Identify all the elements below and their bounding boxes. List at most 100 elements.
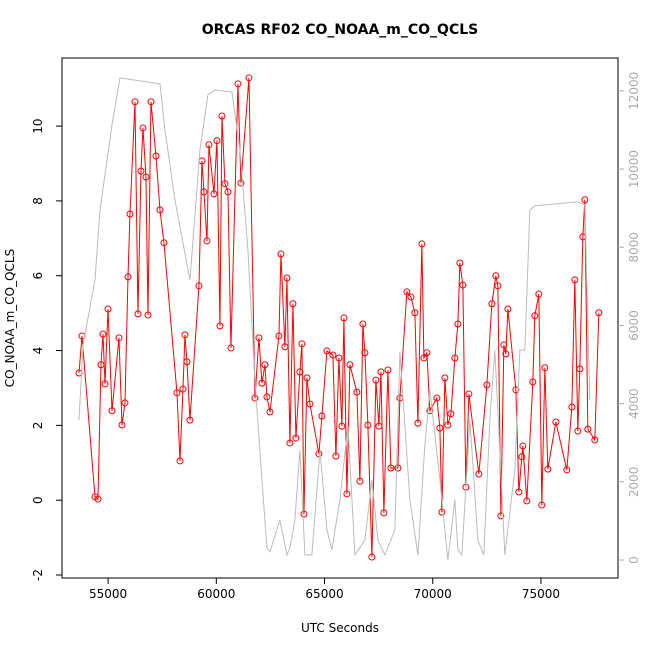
point <box>266 408 274 416</box>
point <box>488 300 496 308</box>
point <box>364 421 372 429</box>
point <box>131 98 139 106</box>
point <box>258 379 266 387</box>
point <box>581 196 589 204</box>
point <box>380 509 388 517</box>
point <box>465 390 473 398</box>
point <box>433 394 441 402</box>
point <box>139 124 147 132</box>
point <box>144 311 152 319</box>
series-line <box>78 77 600 558</box>
point <box>595 309 603 317</box>
point <box>483 381 491 389</box>
point <box>492 272 500 280</box>
point <box>353 388 361 396</box>
point <box>574 427 582 435</box>
point <box>552 418 560 426</box>
y2-tick-label: 2000 <box>627 467 641 498</box>
point <box>160 239 168 247</box>
y-tick-label: 0 <box>31 496 45 504</box>
y2-tick-label: 6000 <box>627 310 641 341</box>
series-line <box>78 77 591 561</box>
point <box>447 410 455 418</box>
point <box>500 341 508 349</box>
point <box>515 488 523 496</box>
point <box>221 180 229 188</box>
x-tick-label: 70000 <box>414 587 452 601</box>
point <box>519 442 527 450</box>
x-axis-label: UTC Seconds <box>301 621 379 635</box>
point <box>420 354 428 362</box>
point <box>124 273 132 281</box>
point <box>563 466 571 474</box>
point <box>147 98 155 106</box>
point <box>306 400 314 408</box>
point <box>541 364 549 372</box>
point <box>298 340 306 348</box>
point <box>438 508 446 516</box>
point <box>531 312 539 320</box>
point <box>300 510 308 518</box>
y2-tick-label: 10000 <box>627 150 641 188</box>
point <box>289 300 297 308</box>
point <box>518 453 526 461</box>
y-tick-label: 2 <box>31 422 45 430</box>
point <box>134 310 142 318</box>
point <box>454 320 462 328</box>
x-tick-label: 65000 <box>305 587 343 601</box>
point <box>275 332 283 340</box>
point <box>101 380 109 388</box>
point <box>210 190 218 198</box>
point <box>387 464 395 472</box>
point <box>426 407 434 415</box>
point <box>315 450 323 458</box>
y-axis-label: CO_NOAA_m_CO_QCLS <box>3 249 17 387</box>
point <box>173 389 181 397</box>
point <box>292 434 300 442</box>
point <box>368 553 376 561</box>
point <box>176 457 184 465</box>
point <box>494 282 502 290</box>
point <box>418 240 426 248</box>
point <box>544 465 552 473</box>
point <box>195 282 203 290</box>
point <box>205 141 213 149</box>
point <box>286 439 294 447</box>
point <box>203 237 211 245</box>
y-tick-label: 8 <box>31 197 45 205</box>
point <box>118 421 126 429</box>
y2-tick-label: 4000 <box>627 388 641 419</box>
x-tick-label: 75000 <box>522 587 560 601</box>
point <box>375 422 383 430</box>
point <box>224 188 232 196</box>
point <box>423 349 431 357</box>
point <box>407 293 415 301</box>
chart-title: ORCAS RF02 CO_NOAA_m_CO_QCLS <box>202 22 478 38</box>
point <box>372 376 380 384</box>
y2-tick-label: 12000 <box>627 72 641 110</box>
plot-box <box>61 57 619 579</box>
point <box>115 334 123 342</box>
point <box>181 331 189 339</box>
point <box>504 305 512 313</box>
point <box>108 407 116 415</box>
point <box>283 274 291 282</box>
point <box>335 354 343 362</box>
point <box>323 347 331 355</box>
point <box>281 343 289 351</box>
x-tick-label: 55000 <box>89 587 127 601</box>
point <box>576 365 584 373</box>
point <box>441 374 449 382</box>
point <box>94 495 102 503</box>
point <box>263 393 271 401</box>
point <box>97 361 105 369</box>
point <box>255 334 263 342</box>
point <box>356 477 364 485</box>
point <box>218 112 226 120</box>
point <box>414 419 422 427</box>
point <box>261 361 269 369</box>
point <box>568 403 576 411</box>
point <box>475 470 483 478</box>
point <box>359 320 367 328</box>
